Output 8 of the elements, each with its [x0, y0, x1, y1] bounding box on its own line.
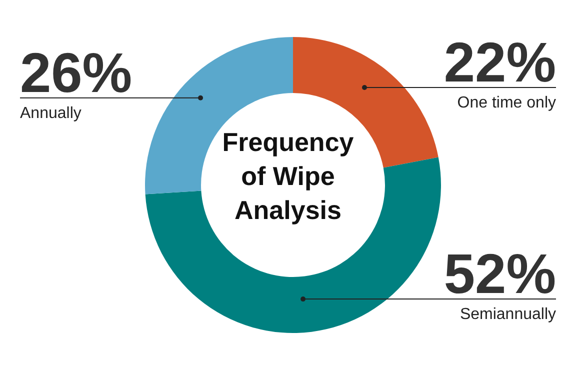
data-label: 22%: [444, 30, 556, 94]
slice-label: Semiannually: [460, 306, 556, 324]
data-label: 26%: [20, 40, 132, 104]
slice-label: One time only: [457, 94, 556, 112]
data-label: 52%: [444, 242, 556, 306]
text: Frequency of Wipe Analysis: [221, 126, 355, 227]
slice-label: Annually: [20, 104, 82, 122]
donut-slice: [145, 157, 441, 333]
